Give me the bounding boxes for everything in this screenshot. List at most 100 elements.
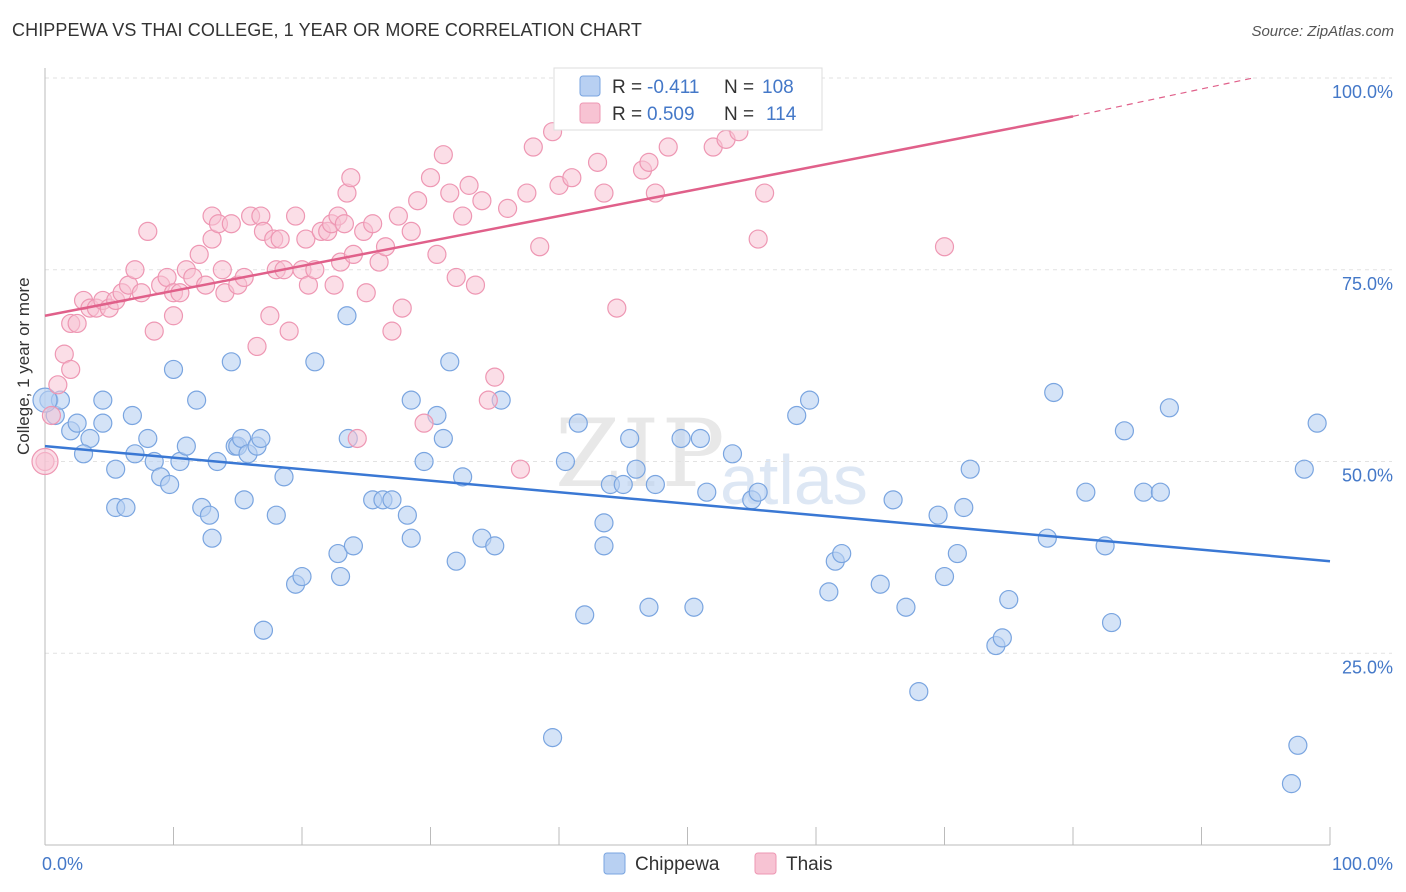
thais-point	[639, 152, 659, 172]
chippewa-point	[1076, 482, 1096, 502]
chippewa-point	[832, 543, 852, 564]
chippewa-point	[251, 428, 271, 449]
thais-point	[562, 168, 582, 188]
chippewa-point	[93, 390, 113, 410]
bottom-legend-swatch-chippewa	[603, 852, 626, 875]
thais-point	[465, 275, 486, 295]
chippewa-point	[671, 428, 691, 449]
chippewa-point	[1159, 398, 1179, 418]
thais-point	[594, 183, 614, 203]
chippewa-point	[163, 359, 184, 380]
series-legend: Chippewa Thais	[603, 852, 832, 875]
chippewa-trend-line	[44, 444, 1331, 563]
chippewa-point	[453, 467, 473, 487]
legend-r-value-2: 0.509	[647, 104, 695, 125]
chippewa-point	[645, 474, 665, 495]
tick-labels: 25.0% 50.0% 75.0% 100.0% 0.0% 100.0%	[42, 82, 1393, 874]
thais-point	[453, 206, 473, 226]
thais-point	[285, 206, 306, 226]
chippewa-point	[1281, 774, 1302, 794]
thais-point	[41, 405, 62, 426]
chippewa-point	[234, 490, 254, 510]
thais-point	[347, 428, 367, 449]
thais-point	[754, 183, 775, 203]
thais-point	[382, 321, 402, 341]
thais-point	[125, 260, 145, 280]
grid-lines	[45, 77, 1392, 654]
legend-r-label-2: R =	[612, 104, 642, 125]
thais-point	[392, 298, 412, 318]
chippewa-point	[446, 551, 466, 571]
thais-point	[478, 390, 498, 410]
chippewa-point	[1101, 612, 1122, 633]
chippewa-point	[343, 536, 363, 556]
chippewa-point	[138, 428, 158, 449]
thais-point	[446, 267, 466, 288]
thais-point	[138, 221, 158, 241]
chippewa-point	[337, 306, 357, 326]
chippewa-point	[116, 497, 136, 518]
chart-title: CHIPPEWA VS THAI COLLEGE, 1 YEAR OR MORE…	[12, 20, 642, 40]
thais-point	[427, 244, 447, 265]
chippewa-point	[328, 543, 348, 564]
chippewa-point	[433, 428, 453, 449]
thais-point	[510, 459, 531, 479]
thais-point	[260, 306, 280, 326]
thais-point	[748, 229, 768, 249]
bottom-legend-swatch-thais	[754, 852, 777, 875]
legend-n-label-1: N =	[724, 77, 754, 98]
chippewa-point	[947, 543, 967, 564]
chippewa-point	[266, 505, 286, 525]
legend-swatch-thais	[579, 102, 601, 124]
thais-point	[67, 313, 87, 334]
chippewa-point	[1150, 482, 1170, 502]
chippewa-point	[1044, 382, 1064, 403]
chippewa-point	[274, 467, 294, 487]
thais-point	[523, 137, 543, 157]
chippewa-point	[187, 390, 207, 410]
legend-r-value-1: -0.411	[647, 77, 699, 98]
thais-point	[170, 283, 190, 303]
chippewa-point	[1037, 528, 1057, 548]
thais-point	[433, 145, 453, 165]
chippewa-point	[330, 566, 351, 587]
x-tick-label-0: 0.0%	[42, 854, 83, 874]
thais-point	[189, 244, 209, 265]
thais-point	[658, 137, 678, 157]
chippewa-point	[397, 505, 417, 525]
chippewa-point	[575, 605, 595, 625]
chippewa-point	[122, 405, 142, 426]
chippewa-point	[1307, 413, 1327, 433]
chippewa-point	[960, 459, 980, 479]
thais-point	[341, 168, 361, 188]
chippewa-point	[199, 505, 220, 525]
chippewa-point	[1294, 459, 1314, 479]
chippewa-point	[684, 597, 704, 617]
thais-point	[401, 221, 421, 241]
thais-point	[363, 214, 383, 234]
legend-swatch-chippewa	[579, 75, 601, 97]
legend-n-value-2: 114	[766, 104, 797, 125]
legend-r-label-1: R =	[612, 77, 642, 98]
chippewa-point	[292, 566, 312, 587]
chippewa-point	[799, 390, 820, 410]
thais-point	[334, 214, 355, 234]
chippewa-point	[992, 628, 1012, 648]
y-tick-label-100: 100.0%	[1332, 82, 1393, 102]
chippewa-point	[176, 436, 196, 456]
chippewa-point	[440, 352, 460, 372]
chippewa-point	[253, 620, 274, 640]
chippewa-point	[202, 528, 222, 548]
chippewa-point	[93, 413, 113, 433]
thais-point	[221, 214, 241, 234]
thais-point	[485, 367, 505, 387]
thais-point	[61, 359, 81, 380]
chippewa-point	[722, 444, 743, 464]
chippewa-point	[594, 536, 614, 556]
bottom-legend-label-thais: Thais	[786, 854, 832, 875]
chippewa-point	[414, 451, 434, 472]
chippewa-point	[787, 405, 807, 426]
source-label: Source: ZipAtlas.com	[1251, 23, 1394, 40]
chippewa-point	[896, 597, 916, 617]
